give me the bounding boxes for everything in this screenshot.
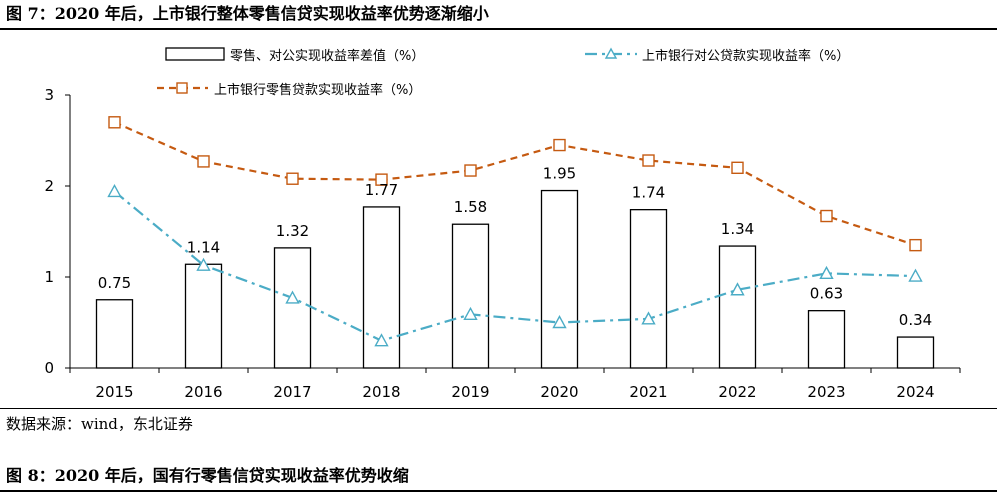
square-marker: [820, 209, 833, 223]
x-tick-label: 2022: [718, 383, 756, 401]
triangle-marker: [819, 265, 834, 280]
x-tick-label: 2024: [896, 383, 934, 401]
series-line: [114, 121, 916, 247]
bar: [95, 299, 134, 369]
bar-value-label: 1.74: [632, 184, 665, 202]
square-marker: [197, 155, 210, 168]
title-rule: [0, 28, 997, 30]
title-rule-2: [0, 490, 997, 492]
bar-value-label: 1.77: [365, 181, 398, 199]
bar-value-label: 0.34: [899, 311, 932, 329]
chart-axes: 0 1 2 3 2015 2016 2017 2018 2019 2020 2021 2022 2023…: [44, 86, 961, 401]
x-tick-label: 2021: [629, 383, 667, 401]
triangle-marker: [107, 183, 122, 198]
x-tick-label: 2015: [95, 383, 133, 401]
x-tick-label: 2016: [184, 383, 222, 401]
legend-triangle-marker: [604, 47, 618, 59]
bar-value-label: 0.63: [810, 285, 843, 303]
legend-label-diff: 零售、对公实现收益率差值（%）: [230, 48, 424, 64]
triangle-marker: [730, 282, 745, 296]
square-marker: [108, 116, 121, 129]
legend-label-corporate: 上市银行对公贷款实现收益率（%）: [642, 48, 849, 64]
square-marker: [375, 173, 388, 186]
square-marker: [909, 238, 922, 252]
legend-bar-swatch: [165, 47, 225, 61]
legend-label-retail: 上市银行零售贷款实现收益率（%）: [214, 82, 421, 98]
bar: [629, 209, 668, 369]
bar-value-label: 1.58: [454, 198, 487, 216]
triangle-marker: [285, 290, 300, 304]
square-marker: [464, 164, 477, 177]
figure-7-title: 图 7：2020 年后，上市银行整体零售信贷实现收益率优势逐渐缩小: [6, 4, 489, 23]
x-tick-label: 2020: [540, 383, 578, 401]
y-tick-label: 0: [44, 359, 54, 377]
x-tick-label: 2018: [362, 383, 400, 401]
triangle-marker: [374, 333, 389, 347]
x-tick-label: 2019: [451, 383, 489, 401]
bar: [540, 189, 579, 369]
data-source-note: 数据来源：wind，东北证券: [6, 415, 193, 433]
x-tick-label: 2023: [807, 383, 845, 401]
bar: [718, 245, 757, 369]
triangle-marker: [641, 311, 656, 325]
line-series: [107, 116, 923, 347]
bar: [184, 263, 223, 369]
square-marker: [642, 154, 655, 167]
bar: [896, 336, 935, 369]
square-marker: [286, 172, 299, 185]
data-labels: 0.75 1.14 1.32 1.77 1.58 1.95 1.74 1.34 0.63 0.34: [98, 165, 932, 330]
figure-8-title: 图 8：2020 年后，国有行零售信贷实现收益率优势收缩: [6, 466, 409, 485]
y-tick-label: 3: [44, 86, 54, 104]
y-tick-label: 2: [44, 177, 54, 195]
square-marker: [553, 138, 566, 152]
y-tick-label: 1: [44, 268, 54, 286]
chart-legend: 零售、对公实现收益率差值（%） 上市银行对公贷款实现收益率（%） 上市银行零售贷款实…: [157, 47, 849, 98]
triangle-marker: [463, 306, 478, 321]
square-marker: [731, 161, 744, 175]
bar: [807, 310, 846, 369]
bar: [273, 247, 312, 369]
chart: 0 1 2 3 2015 2016 2017 2018 2019 2020 2021 2022 2023…: [44, 47, 961, 401]
legend-square-marker: [176, 82, 188, 94]
triangle-marker: [552, 315, 567, 329]
bar-series: [95, 189, 935, 369]
bar-value-label: 0.75: [98, 274, 131, 292]
bar-value-label: 1.34: [721, 220, 754, 238]
bar-value-label: 1.14: [187, 238, 220, 256]
series-line: [113, 190, 916, 342]
bar-value-label: 1.32: [276, 222, 309, 240]
bar: [451, 223, 490, 369]
bar-value-label: 1.95: [543, 165, 576, 183]
x-tick-label: 2017: [273, 383, 311, 401]
triangle-marker: [196, 257, 211, 271]
triangle-marker: [908, 268, 923, 282]
chart-bottom-rule: [0, 408, 997, 409]
